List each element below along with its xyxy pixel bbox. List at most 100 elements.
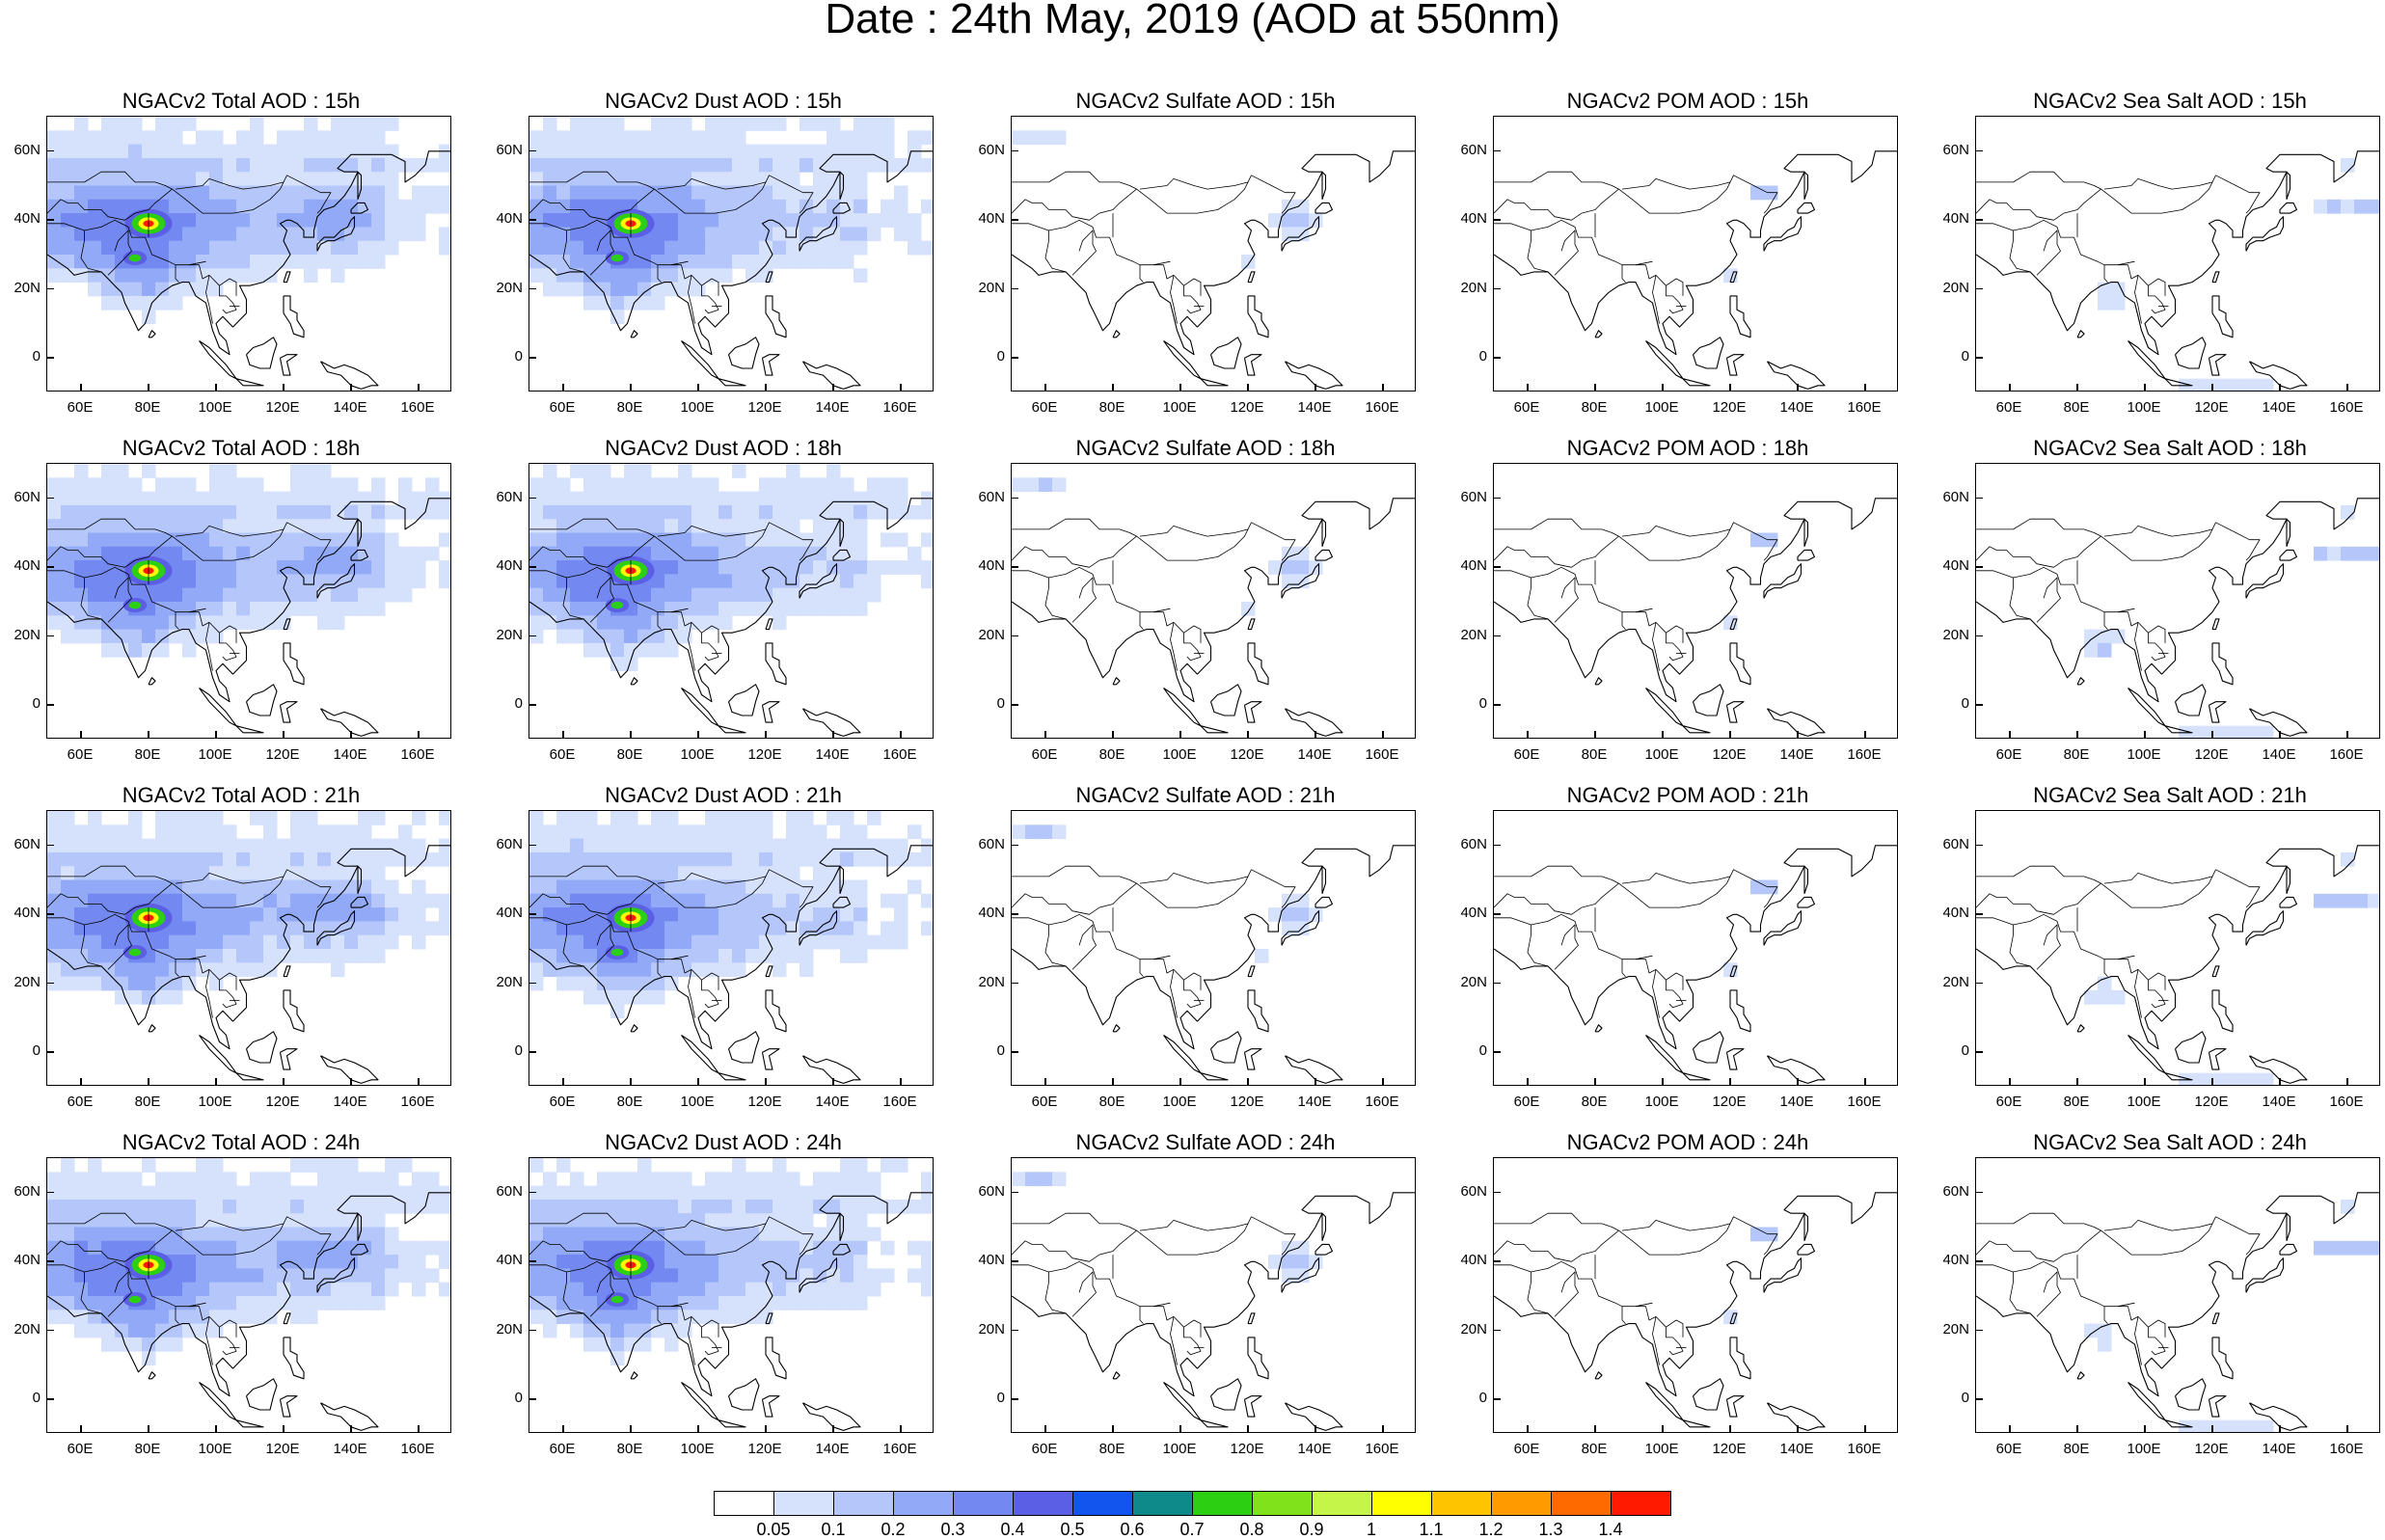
- aod-cell: [263, 1296, 278, 1310]
- aod-cell: [196, 811, 210, 825]
- aod-cell: [425, 921, 440, 936]
- lat-tick-label: 20N: [1942, 626, 1969, 643]
- coastline-path: [529, 1264, 567, 1273]
- coastline-path: [1976, 893, 2054, 915]
- lat-tick-mark: [528, 497, 536, 500]
- aod-cell: [101, 851, 116, 867]
- aod-cell: [881, 491, 895, 506]
- panel-title: NGACv2 Sea Salt AOD : 15h: [2033, 89, 2307, 113]
- lat-tick-label: 40N: [1942, 557, 1969, 575]
- aod-cell: [115, 491, 129, 506]
- aod-cell: [556, 907, 571, 922]
- lon-tick-label: 140E: [333, 746, 367, 763]
- lat-tick-mark: [1975, 1051, 1983, 1053]
- aod-cell: [209, 1213, 224, 1228]
- aod-cell: [597, 921, 611, 936]
- aod-cell: [74, 1213, 89, 1228]
- aod-cell: [570, 546, 584, 561]
- aod-cell: [236, 602, 251, 616]
- aod-cell: [236, 504, 251, 520]
- aod-cell: [263, 491, 278, 506]
- aod-cell: [398, 1268, 413, 1283]
- coastline-path: [124, 522, 332, 568]
- aod-cell: [182, 477, 197, 493]
- coastline-path: [589, 924, 614, 970]
- lat-tick-label: 40N: [978, 905, 1005, 922]
- aod-cell: [637, 172, 652, 186]
- aod-cell: [813, 1199, 827, 1214]
- aod-cell: [196, 1158, 210, 1173]
- aod-cell: [223, 1310, 237, 1325]
- aod-cell: [678, 949, 692, 963]
- panel-title: NGACv2 Dust AOD : 21h: [605, 783, 842, 807]
- aod-cell: [597, 268, 611, 284]
- aod-cell: [277, 130, 291, 146]
- aod-cell: [290, 1213, 305, 1228]
- aod-cell: [74, 477, 89, 493]
- aod-cell: [2260, 1072, 2274, 1085]
- lat-tick-mark: [46, 497, 54, 500]
- aod-cell: [867, 1268, 881, 1283]
- coastline-path: [1494, 199, 1572, 221]
- aod-cell: [358, 1282, 372, 1297]
- aod-cell: [196, 1296, 210, 1310]
- aod-cell: [664, 1240, 679, 1256]
- aod-cell: [651, 907, 665, 922]
- aod-cell: [745, 240, 760, 256]
- aod-cell: [128, 1213, 143, 1228]
- lon-tick-label: 80E: [134, 399, 161, 416]
- coastline-path: [1655, 969, 1684, 990]
- aod-cell: [583, 1282, 598, 1297]
- aod-cell: [412, 185, 426, 201]
- aod-cell: [250, 1240, 264, 1256]
- aod-cell: [800, 949, 814, 963]
- lon-tick-mark: [1797, 731, 1799, 739]
- coastline-path: [47, 150, 450, 356]
- lon-tick-mark: [630, 1078, 632, 1086]
- aod-cell: [651, 227, 665, 242]
- aod-cell: [624, 811, 638, 825]
- aod-cell: [908, 130, 922, 146]
- coastline-path: [1682, 378, 1711, 387]
- aod-cell: [678, 199, 692, 214]
- aod-cell: [344, 477, 359, 493]
- aod-cell: [556, 602, 571, 616]
- aod-cell: [2111, 282, 2126, 297]
- aod-cell: [637, 546, 652, 561]
- aod-cell: [223, 949, 237, 963]
- lon-tick-mark: [697, 1078, 699, 1086]
- aod-cell: [236, 1268, 251, 1283]
- aod-cell: [290, 824, 305, 840]
- aod-cell: [570, 587, 584, 603]
- colorbar-label: 0.05: [756, 1520, 791, 1539]
- lon-tick-label: 100E: [1162, 746, 1197, 763]
- aod-cell: [881, 560, 895, 575]
- aod-cell: [759, 477, 773, 493]
- aod-cell: [425, 185, 440, 201]
- aod-cell: [1025, 130, 1040, 146]
- lat-tick-label: 20N: [496, 626, 523, 643]
- coastline-path: [2103, 526, 2213, 537]
- coastline-path: [1729, 989, 1751, 1033]
- coastline-path: [124, 869, 332, 915]
- aod-cell: [2327, 893, 2342, 908]
- aod-cell: [732, 491, 746, 506]
- colorbar-swatch: [953, 1491, 1014, 1516]
- lat-tick-label: 60N: [978, 1182, 1005, 1200]
- aod-cell: [651, 879, 665, 895]
- aod-cell: [371, 117, 386, 131]
- lat-tick-mark: [528, 913, 536, 915]
- coastline-path: [1729, 642, 1751, 686]
- aod-cell: [813, 519, 827, 533]
- aod-cell: [263, 504, 278, 520]
- aod-cell: [47, 851, 62, 867]
- coastline-path: [107, 924, 132, 970]
- aod-cell: [182, 824, 197, 840]
- coastline-path: [761, 1048, 780, 1070]
- aod-cell: [371, 574, 386, 589]
- aod-cell: [61, 477, 75, 493]
- aod-cell: [304, 213, 318, 228]
- aod-cell: [908, 560, 922, 575]
- aod-cell: [718, 574, 733, 589]
- aod-cell: [745, 587, 760, 603]
